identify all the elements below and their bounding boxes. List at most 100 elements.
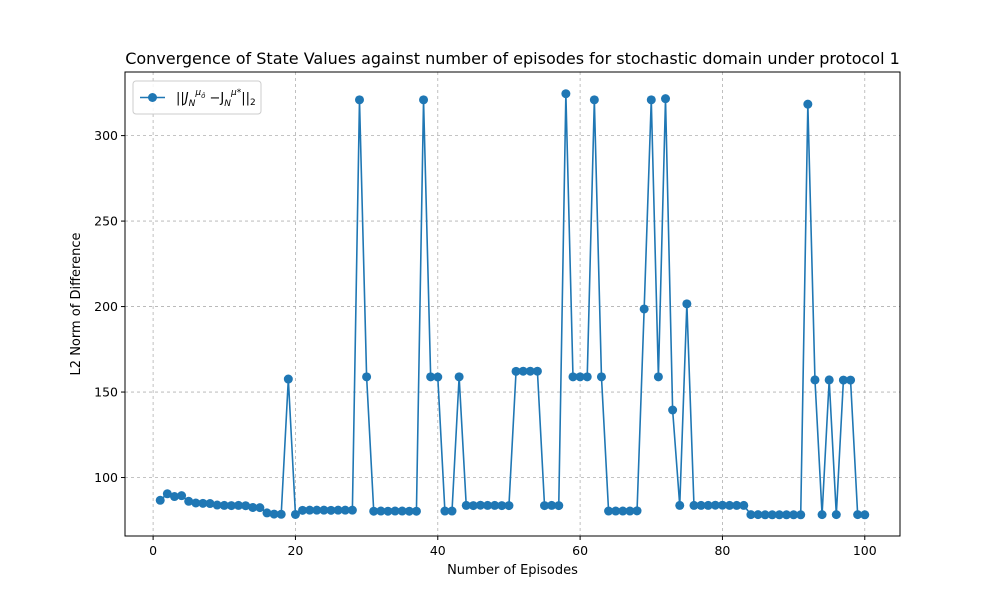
data-point <box>753 510 763 520</box>
data-point <box>618 506 628 516</box>
data-point <box>668 405 678 415</box>
data-point <box>774 510 784 520</box>
data-point <box>547 500 557 510</box>
data-point <box>283 374 293 384</box>
data-point <box>312 505 322 515</box>
data-point <box>540 501 550 511</box>
data-point <box>426 372 436 382</box>
y-axis-label: L2 Norm of Difference <box>69 233 84 376</box>
data-point <box>362 372 372 382</box>
x-tick-label: 80 <box>714 543 730 558</box>
x-tick-label: 100 <box>853 543 877 558</box>
data-point <box>846 375 856 385</box>
data-point <box>155 495 165 505</box>
data-point <box>369 506 379 516</box>
data-point <box>305 505 315 515</box>
data-point <box>796 510 806 520</box>
data-point <box>262 508 272 518</box>
data-point <box>483 500 493 510</box>
data-point <box>390 506 400 516</box>
legend: ||JNμô −JNμ*||2 <box>132 80 262 115</box>
data-point <box>682 299 692 309</box>
data-point <box>198 498 208 508</box>
data-point <box>661 94 671 104</box>
data-point <box>298 505 308 515</box>
grid-layer <box>125 72 900 536</box>
data-point <box>290 509 300 519</box>
chart-title: Convergence of State Values against numb… <box>125 49 900 68</box>
data-point <box>611 506 621 516</box>
data-point <box>212 500 222 510</box>
legend-box <box>132 80 262 115</box>
data-point <box>810 375 820 385</box>
data-point <box>419 95 429 105</box>
data-point <box>497 501 507 511</box>
data-point <box>241 501 251 511</box>
x-tick-label: 20 <box>287 543 303 558</box>
data-point <box>824 375 834 385</box>
data-point <box>696 500 706 510</box>
data-point <box>725 500 735 510</box>
y-tick-label: 150 <box>94 385 118 400</box>
data-point <box>248 502 258 512</box>
data-point <box>234 500 244 510</box>
data-point <box>276 509 286 519</box>
data-point <box>675 500 685 510</box>
data-point <box>596 372 606 382</box>
data-point <box>817 510 827 520</box>
data-point <box>646 95 656 105</box>
data-point <box>746 510 756 520</box>
data-point <box>205 499 215 509</box>
data-point <box>376 506 386 516</box>
data-point <box>860 510 870 520</box>
data-point <box>440 506 450 516</box>
data-point <box>703 500 713 510</box>
data-point <box>760 510 770 520</box>
data-point <box>347 505 357 515</box>
data-point <box>653 372 663 382</box>
data-point <box>838 375 848 385</box>
data-point <box>475 500 485 510</box>
data-point <box>433 372 443 382</box>
data-point <box>255 503 265 513</box>
data-point <box>340 505 350 515</box>
data-point <box>625 506 635 516</box>
data-point <box>710 500 720 510</box>
x-tick-label: 60 <box>572 543 588 558</box>
data-point <box>589 95 599 105</box>
data-point <box>604 506 614 516</box>
data-point <box>767 510 777 520</box>
data-point <box>561 89 571 99</box>
data-point <box>518 366 528 376</box>
data-point <box>554 501 564 511</box>
data-point <box>226 501 236 511</box>
data-point <box>853 510 863 520</box>
data-point <box>568 372 578 382</box>
series-line <box>159 92 865 516</box>
y-tick-label: 200 <box>94 299 118 314</box>
data-point <box>326 505 336 515</box>
y-tick-label: 250 <box>94 214 118 229</box>
data-point <box>354 95 364 105</box>
data-point <box>397 506 407 516</box>
data-point <box>582 372 592 382</box>
data-point <box>639 304 649 314</box>
data-point <box>468 501 478 511</box>
data-point <box>789 510 799 520</box>
data-point <box>781 510 791 520</box>
data-point <box>632 506 642 516</box>
data-point <box>191 498 201 508</box>
data-point <box>383 506 393 516</box>
data-point <box>454 372 464 382</box>
data-point <box>169 492 179 502</box>
plot-frame <box>124 71 901 537</box>
x-tick-label: 40 <box>430 543 446 558</box>
series-layer <box>155 89 870 520</box>
data-point <box>739 500 749 510</box>
data-point <box>447 506 457 516</box>
data-point <box>490 500 500 510</box>
data-point <box>504 501 514 511</box>
data-point <box>219 500 229 510</box>
data-point <box>732 500 742 510</box>
